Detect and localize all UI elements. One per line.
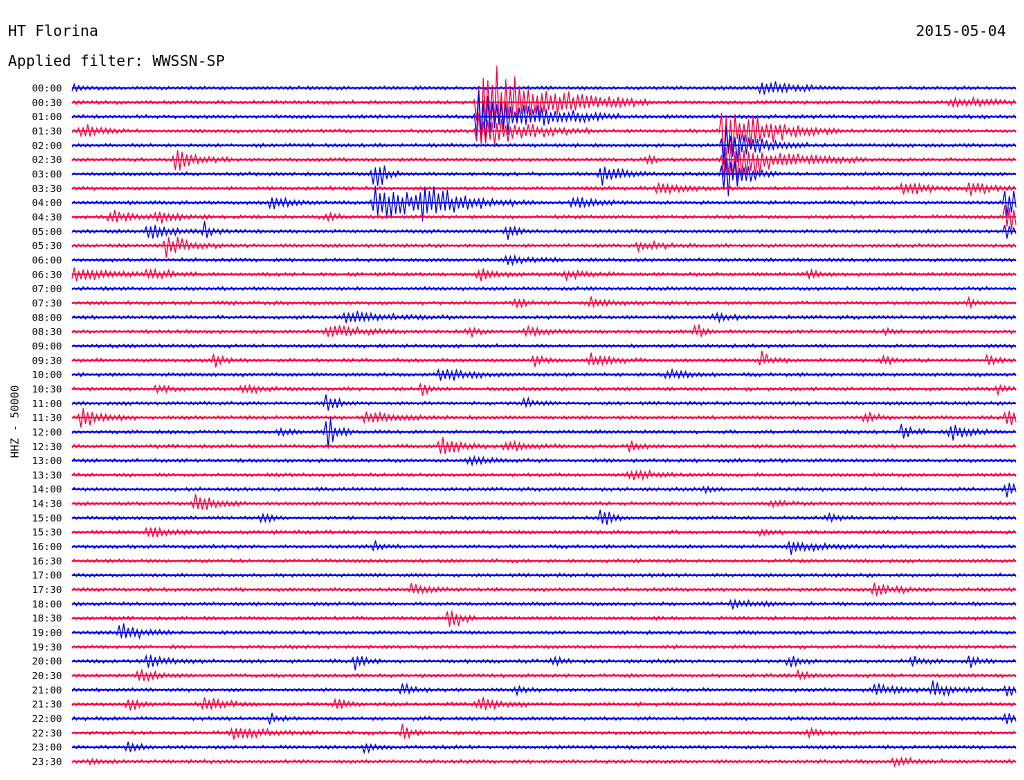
trace-line	[71, 236, 1017, 258]
row-label: 16:30	[32, 556, 62, 567]
trace-line	[71, 285, 1017, 292]
trace-line	[71, 493, 1017, 510]
row-label: 08:00	[32, 313, 62, 324]
row-label: 11:30	[32, 413, 62, 424]
trace-line	[71, 267, 1017, 282]
row-label: 04:00	[32, 198, 62, 209]
trace-line	[71, 158, 1017, 197]
station-title: HT Florina	[8, 22, 99, 40]
row-label: 23:30	[32, 757, 62, 768]
row-label: 13:00	[32, 456, 62, 467]
row-label: 20:30	[32, 671, 62, 682]
row-label: 09:00	[32, 341, 62, 352]
row-label: 21:30	[32, 700, 62, 711]
row-label: 07:30	[32, 298, 62, 309]
row-label: 14:00	[32, 485, 62, 496]
row-label: 20:00	[32, 657, 62, 668]
row-label: 17:00	[32, 571, 62, 582]
row-label: 00:30	[32, 98, 62, 109]
trace-line	[71, 509, 1017, 525]
trace-line	[71, 643, 1017, 650]
trace-line	[71, 712, 1017, 725]
row-label: 06:00	[32, 255, 62, 266]
trace-line	[71, 65, 1017, 145]
trace-line	[71, 653, 1017, 671]
trace-line	[71, 668, 1017, 683]
row-label: 06:30	[32, 270, 62, 281]
row-label: 22:30	[32, 728, 62, 739]
trace-line	[71, 468, 1017, 482]
trace-line	[71, 144, 1017, 181]
row-label: 13:30	[32, 470, 62, 481]
trace-line	[71, 610, 1017, 627]
trace-line	[71, 540, 1017, 555]
trace-line	[71, 181, 1017, 196]
trace-line	[71, 90, 1017, 143]
trace-line	[71, 572, 1017, 579]
row-label: 15:00	[32, 513, 62, 524]
row-label: 22:00	[32, 714, 62, 725]
row-label: 00:00	[32, 84, 62, 95]
trace-line	[71, 185, 1017, 222]
trace-line	[71, 205, 1017, 230]
trace-line	[71, 295, 1017, 310]
row-label: 09:30	[32, 356, 62, 367]
row-label: 19:00	[32, 628, 62, 639]
row-label: 12:30	[32, 442, 62, 453]
trace-line	[71, 482, 1017, 498]
filter-label: Applied filter: WWSSN-SP	[8, 52, 225, 70]
trace-line	[71, 112, 1017, 163]
trace-line	[71, 253, 1017, 267]
record-date: 2015-05-04	[915, 22, 1006, 40]
trace-line	[71, 756, 1017, 768]
trace-line	[71, 394, 1017, 411]
row-label: 10:00	[32, 370, 62, 381]
row-label: 10:30	[32, 384, 62, 395]
trace-line	[71, 81, 1017, 95]
row-label: 12:00	[32, 427, 62, 438]
trace-line	[71, 381, 1017, 397]
trace-line	[71, 367, 1017, 381]
trace-line	[71, 343, 1017, 349]
row-label: 02:00	[32, 141, 62, 152]
row-label: 19:30	[32, 642, 62, 653]
row-label: 08:30	[32, 327, 62, 338]
trace-line	[71, 408, 1017, 428]
row-label: 23:00	[32, 743, 62, 754]
row-label: 16:00	[32, 542, 62, 553]
trace-line	[71, 582, 1017, 597]
row-label: 18:30	[32, 614, 62, 625]
trace-line	[71, 723, 1017, 740]
trace-line	[71, 623, 1017, 641]
trace-line	[71, 598, 1017, 610]
row-label: 02:30	[32, 155, 62, 166]
trace-line	[71, 350, 1017, 368]
trace-line	[71, 417, 1017, 449]
row-label: 15:30	[32, 528, 62, 539]
row-label: 17:30	[32, 585, 62, 596]
row-label: 01:30	[32, 126, 62, 137]
row-label: 03:30	[32, 184, 62, 195]
row-label: 14:30	[32, 499, 62, 510]
trace-line	[71, 220, 1017, 240]
row-label: 18:00	[32, 599, 62, 610]
trace-line	[71, 696, 1017, 711]
trace-line	[71, 526, 1017, 538]
row-label: 07:00	[32, 284, 62, 295]
trace-line	[71, 437, 1017, 455]
trace-line	[71, 454, 1017, 467]
row-label: 05:30	[32, 241, 62, 252]
row-label: 11:00	[32, 399, 62, 410]
row-label: 01:00	[32, 112, 62, 123]
row-label: 05:00	[32, 227, 62, 238]
row-label: 21:00	[32, 685, 62, 696]
row-label: 04:30	[32, 212, 62, 223]
row-label: 03:00	[32, 169, 62, 180]
trace-line	[71, 741, 1017, 755]
trace-line	[71, 680, 1017, 698]
trace-line	[71, 310, 1017, 324]
trace-line	[71, 323, 1017, 338]
